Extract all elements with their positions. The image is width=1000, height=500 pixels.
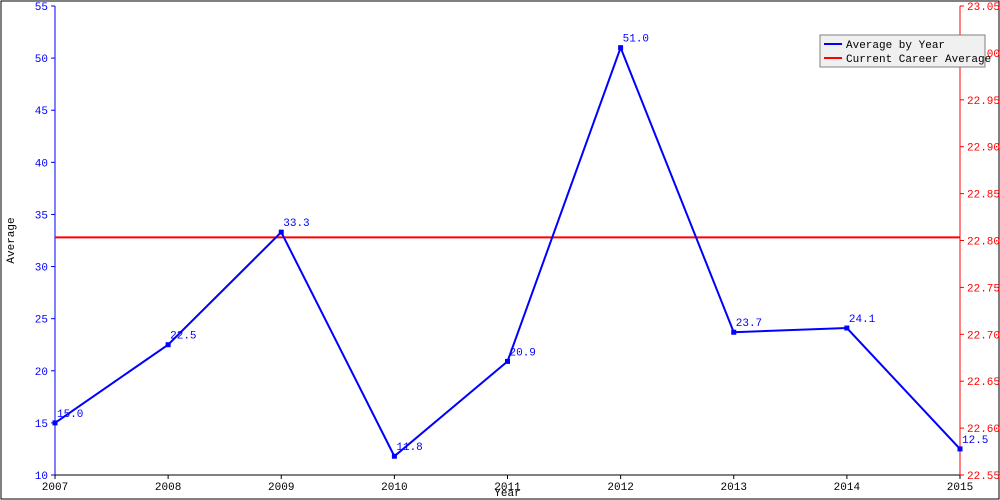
svg-text:50: 50 [35, 54, 48, 66]
svg-text:Year: Year [494, 488, 520, 500]
svg-text:30: 30 [35, 263, 48, 275]
svg-text:Current Career Average: Current Career Average [846, 54, 991, 66]
svg-text:22.90: 22.90 [967, 143, 1000, 155]
svg-text:2014: 2014 [834, 482, 861, 494]
svg-text:24.1: 24.1 [849, 314, 876, 326]
svg-text:22.75: 22.75 [967, 283, 1000, 295]
svg-text:15.0: 15.0 [57, 409, 83, 421]
svg-text:22.70: 22.70 [967, 330, 1000, 342]
svg-text:22.95: 22.95 [967, 96, 1000, 108]
line-chart: 200720082009201020112012201320142015Year… [0, 0, 1000, 500]
svg-text:33.3: 33.3 [283, 218, 309, 230]
svg-text:45: 45 [35, 106, 48, 118]
svg-text:40: 40 [35, 158, 48, 170]
svg-text:25: 25 [35, 315, 48, 327]
svg-text:2010: 2010 [381, 482, 407, 494]
svg-text:10: 10 [35, 471, 48, 483]
svg-text:22.65: 22.65 [967, 377, 1000, 389]
svg-text:22.55: 22.55 [967, 471, 1000, 483]
svg-text:51.0: 51.0 [623, 34, 649, 46]
svg-text:20.9: 20.9 [510, 347, 536, 359]
svg-text:Average by Year: Average by Year [846, 40, 945, 52]
svg-text:2012: 2012 [607, 482, 633, 494]
svg-text:20: 20 [35, 367, 48, 379]
svg-text:22.5: 22.5 [170, 331, 196, 343]
svg-text:22.80: 22.80 [967, 237, 1000, 249]
svg-text:55: 55 [35, 2, 48, 14]
svg-text:2015: 2015 [947, 482, 973, 494]
svg-text:2007: 2007 [42, 482, 68, 494]
svg-text:2013: 2013 [721, 482, 747, 494]
svg-text:11.8: 11.8 [396, 442, 422, 454]
svg-text:35: 35 [35, 210, 48, 222]
svg-text:15: 15 [35, 419, 48, 431]
svg-text:23.05: 23.05 [967, 2, 1000, 14]
svg-text:23.7: 23.7 [736, 318, 762, 330]
svg-text:12.5: 12.5 [962, 435, 988, 447]
svg-text:2009: 2009 [268, 482, 294, 494]
svg-text:Average: Average [6, 217, 18, 263]
svg-text:22.85: 22.85 [967, 190, 1000, 202]
svg-text:2008: 2008 [155, 482, 181, 494]
